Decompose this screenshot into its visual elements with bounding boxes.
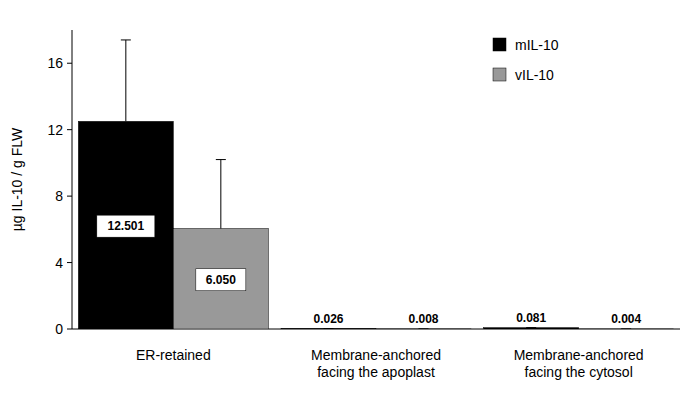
data-label: 0.081: [516, 311, 546, 325]
error-bar: [121, 40, 131, 121]
data-label: 6.050: [206, 273, 236, 287]
y-tick-label: 16: [47, 55, 63, 71]
error-bar: [526, 327, 536, 328]
x-tick-label: Membrane-anchoredfacing the apoplast: [311, 347, 441, 380]
chart-svg: 0 4 8 12 16 µg IL-10 / g FLW 12.501 0.026 0.081 6…: [0, 0, 686, 408]
y-tick-label: 12: [47, 122, 63, 138]
error-bar: [621, 328, 631, 329]
y-axis: [72, 30, 73, 329]
y-tick: [67, 329, 72, 330]
y-tick: [67, 63, 72, 64]
bar: [579, 328, 674, 329]
chart: 0 4 8 12 16 µg IL-10 / g FLW 12.501 0.026 0.081 6…: [0, 0, 686, 408]
bar: [484, 328, 579, 329]
bar: [281, 328, 376, 329]
error-bar: [324, 328, 334, 329]
bar: [376, 328, 471, 329]
data-labels: 12.501 0.026 0.081 6.050 0.008 0.004: [97, 215, 642, 326]
bar: [173, 229, 268, 329]
legend-label: mIL-10: [515, 37, 559, 53]
y-tick-label: 8: [55, 188, 63, 204]
y-tick-label: 0: [55, 321, 63, 337]
y-tick: [67, 196, 72, 197]
legend-swatch: [493, 68, 506, 81]
data-label-box: [97, 215, 155, 237]
bars: [78, 40, 673, 329]
data-label: 0.008: [408, 312, 438, 326]
y-axis-label: µg IL-10 / g FLW: [9, 127, 25, 231]
y-tick-label: 4: [55, 255, 63, 271]
bar: [78, 121, 173, 329]
error-bar: [419, 328, 429, 329]
data-label: 0.026: [313, 312, 343, 326]
data-label-box: [196, 269, 246, 291]
error-bar: [216, 160, 226, 229]
y-tick: [67, 129, 72, 130]
data-label: 0.004: [611, 312, 641, 326]
legend-label: vIL-10: [515, 67, 554, 83]
data-label: 12.501: [107, 219, 144, 233]
legend-swatch: [493, 38, 506, 51]
y-tick: [67, 262, 72, 263]
legend: mIL-10 vIL-10: [493, 37, 559, 83]
x-tick-label: ER-retained: [136, 347, 211, 363]
x-tick-label: Membrane-anchoredfacing the cytosol: [514, 347, 644, 380]
